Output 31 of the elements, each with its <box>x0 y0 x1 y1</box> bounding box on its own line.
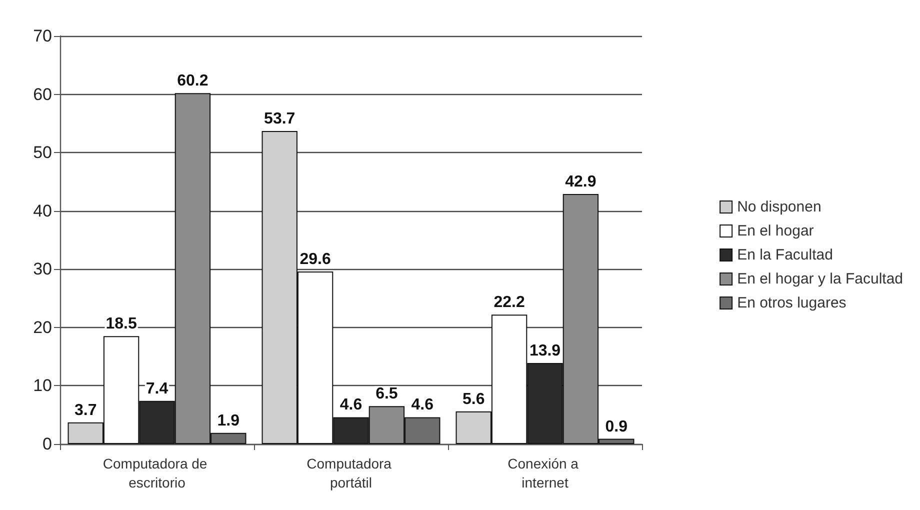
y-tick-label: 10 <box>33 376 52 396</box>
y-tick-label: 50 <box>33 143 52 162</box>
data-label: 0.9 <box>605 418 628 436</box>
data-label: 4.6 <box>411 396 434 414</box>
data-label: 42.9 <box>565 173 596 190</box>
x-tick-label: Computadora de escritorio <box>102 456 212 490</box>
y-tick-label: 60 <box>33 84 52 104</box>
data-label: 7.4 <box>146 380 168 398</box>
data-label: 18.5 <box>106 316 137 333</box>
data-label: 53.7 <box>264 110 296 128</box>
x-tick-label: Computadora portátil <box>306 456 396 490</box>
legend-label: En otros lugares <box>737 294 846 312</box>
legend-label: No disponen <box>737 198 822 216</box>
data-label: 1.9 <box>217 412 240 430</box>
data-label: 3.7 <box>74 402 97 419</box>
y-tick-label: 0 <box>42 434 52 454</box>
legend-label: En el hogar y la Facultad <box>737 270 904 288</box>
data-label: 13.9 <box>529 342 561 360</box>
data-label: 4.6 <box>340 396 362 414</box>
y-tick-label: 20 <box>33 318 52 337</box>
data-label: 5.6 <box>462 390 485 408</box>
data-label: 29.6 <box>300 250 331 268</box>
data-label: 60.2 <box>177 72 208 90</box>
legend-label: En la Facultad <box>737 246 833 264</box>
data-label: 22.2 <box>494 294 525 312</box>
y-tick-label: 30 <box>33 260 52 279</box>
x-tick-label: Conexión a internet <box>508 456 582 490</box>
y-tick-label: 70 <box>33 26 52 46</box>
y-tick-label: 40 <box>33 201 52 220</box>
data-label: 6.5 <box>376 386 398 403</box>
legend-label: En el hogar <box>737 222 814 240</box>
